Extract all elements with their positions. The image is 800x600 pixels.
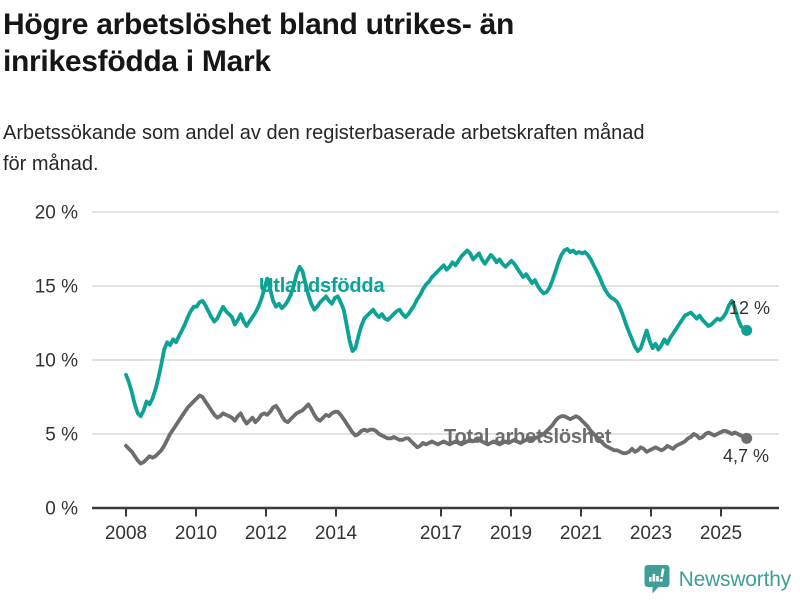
x-tick-label-2023: 2023	[630, 523, 672, 544]
series-line-total	[124, 393, 749, 466]
logo-bar-medium	[655, 576, 659, 582]
page-title-line2: inrikesfödda i Mark	[3, 45, 271, 78]
x-tick-label-2017: 2017	[420, 523, 462, 544]
x-tick-label-2008: 2008	[105, 523, 147, 544]
y-tick-label-20: 20 %	[35, 203, 78, 224]
x-tick-label-2021: 2021	[560, 523, 602, 544]
x-tick-label-2025: 2025	[700, 523, 742, 544]
logo-bar-small	[648, 577, 652, 582]
x-tick-label-2012: 2012	[245, 523, 287, 544]
newsworthy-logo: Newsworthy	[644, 564, 791, 595]
y-tick-label-10: 10 %	[35, 351, 78, 372]
series-line-utlandsfodda	[124, 247, 749, 419]
series-label-total: Total arbetslöshet	[444, 426, 612, 448]
x-tick-label-2019: 2019	[490, 523, 532, 544]
end-value-label-total: 4,7 %	[723, 446, 769, 466]
chart-subtitle-line2: för månad.	[3, 153, 99, 175]
series-end-dot-total	[741, 432, 753, 444]
logo-bar-tall	[652, 574, 655, 582]
newsworthy-icon	[644, 565, 670, 594]
series-end-dot-utlandsfodda	[741, 324, 753, 336]
page-title-line1: Högre arbetslöshet bland utrikes- än	[3, 8, 514, 41]
y-tick-label-5: 5 %	[45, 425, 78, 446]
x-tick-label-2014: 2014	[315, 523, 358, 544]
series-label-utlandsfodda: Utlandsfödda	[259, 275, 385, 297]
logo-exclamation	[659, 568, 665, 582]
brand-name: Newsworthy	[678, 567, 792, 591]
chart-subtitle-line1: Arbetssökande som andel av den registerb…	[3, 122, 645, 144]
chart-subtitle: Arbetssökande som andel av den registerb…	[3, 118, 793, 180]
x-tick-label-2010: 2010	[175, 523, 217, 544]
end-value-label-utlandsfodda: 12 %	[729, 298, 770, 318]
y-tick-label-15: 15 %	[35, 277, 78, 298]
page-title: Högre arbetslöshet bland utrikes- än inr…	[3, 6, 703, 80]
y-tick-label-0: 0 %	[45, 499, 78, 520]
